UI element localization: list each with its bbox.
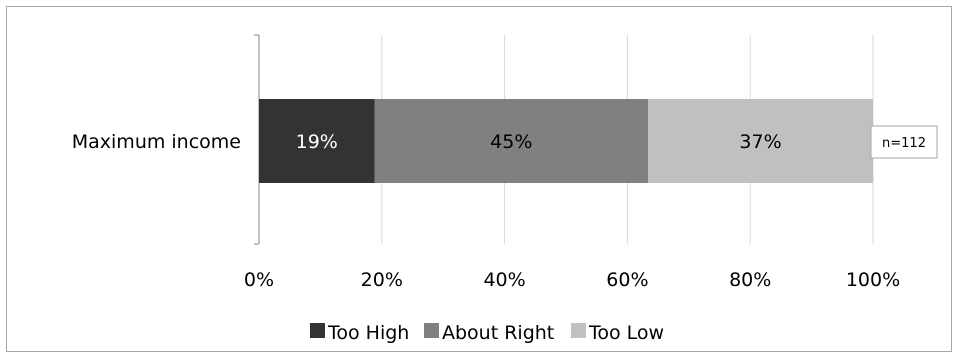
sample-size-box: [870, 125, 938, 159]
legend-swatch: [571, 323, 586, 338]
bar-segment-too-low: [648, 99, 873, 183]
bar-labels: 19% 45% 37%: [296, 131, 782, 153]
legend-swatch: [424, 323, 439, 338]
x-tick-labels: 0% 20% 40% 60% 80% 100%: [244, 269, 900, 291]
bars: [259, 99, 873, 183]
legend-swatch: [310, 323, 325, 338]
data-label: 37%: [739, 131, 781, 153]
data-label: 45%: [490, 131, 532, 153]
x-tick-label: 20%: [361, 269, 403, 291]
sample-size-note: n=112: [870, 125, 938, 159]
x-tick-label: 100%: [846, 269, 900, 291]
sample-size-label: n=112: [882, 136, 926, 151]
legend-label: Too High: [327, 322, 409, 344]
legend-label: About Right: [442, 322, 554, 344]
x-tick-label: 80%: [729, 269, 771, 291]
legend-label: Too Low: [588, 322, 664, 344]
data-label: 19%: [296, 131, 338, 153]
category-label: Maximum income: [72, 131, 241, 153]
x-tick-label: 0%: [244, 269, 274, 291]
category-labels: Maximum income: [72, 131, 241, 153]
legend: Too High About Right Too Low: [310, 322, 664, 344]
x-tick-label: 40%: [483, 269, 525, 291]
bar-segment-about-right: [374, 99, 649, 183]
x-tick-label: 60%: [606, 269, 648, 291]
bar-segment-too-high: [259, 99, 375, 183]
